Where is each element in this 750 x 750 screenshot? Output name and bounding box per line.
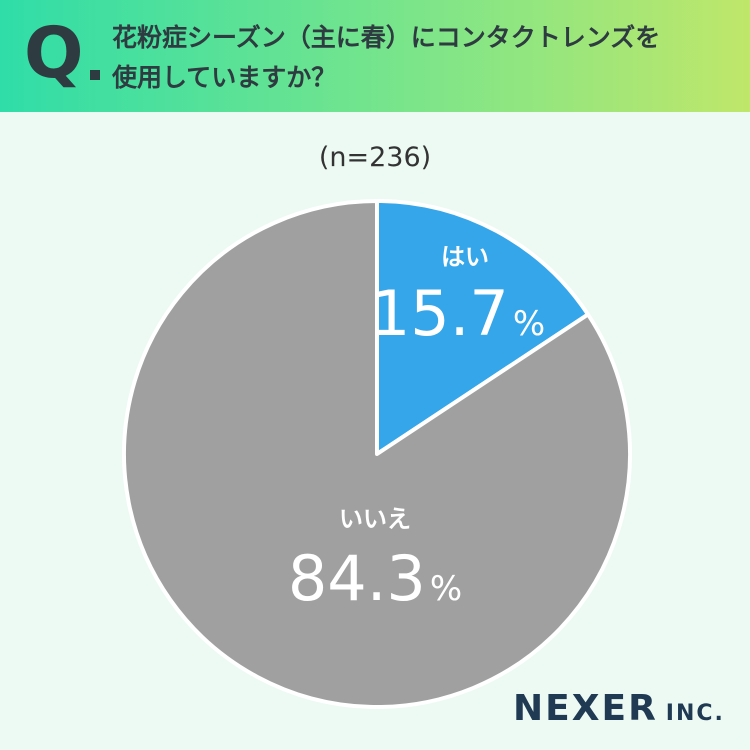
slice-value-unit-1: % (513, 304, 545, 344)
nexer-logo: NEXER INC. (513, 688, 725, 729)
question-q-dot (90, 70, 100, 80)
logo-main: NEXER (513, 688, 658, 729)
slice-value-unit-2: % (430, 569, 462, 609)
question-text: 花粉症シーズン（主に春）にコンタクトレンズを 使用していますか？ (112, 23, 661, 92)
slice-value-number-2: 84.3 (288, 542, 426, 615)
question-q-mark: Q (24, 12, 84, 94)
sample-size: (n=236) (318, 142, 432, 173)
pie-slice-2 (122, 199, 632, 709)
logo-sub: INC. (665, 701, 725, 726)
pie-labels: はい 15.7 % いいえ 84.3% (288, 243, 545, 615)
pie-slices (122, 199, 632, 709)
pie-slice-1 (375, 199, 591, 456)
slice-label-1: はい (441, 243, 489, 271)
slice-label-2: いいえ (339, 505, 411, 533)
question-banner: Q 花粉症シーズン（主に春）にコンタクトレンズを 使用していますか？ (0, 0, 750, 112)
slice-value-1: 15.7% (371, 277, 545, 350)
slice-value-number-1: 15.7 (371, 277, 509, 350)
slice-value-2: 84.3% (288, 542, 462, 615)
